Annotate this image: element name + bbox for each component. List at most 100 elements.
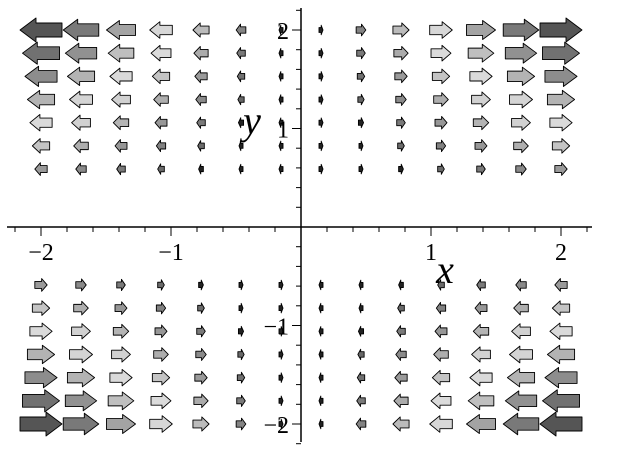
field-arrow	[514, 139, 529, 153]
field-arrow	[279, 396, 283, 406]
field-arrow	[510, 346, 533, 363]
field-arrow	[106, 20, 135, 39]
field-arrow	[359, 280, 363, 290]
field-arrow	[67, 368, 94, 386]
field-arrow	[199, 164, 204, 174]
field-arrow	[319, 164, 323, 174]
field-arrow	[356, 418, 366, 430]
field-arrow	[503, 19, 539, 41]
field-arrow	[466, 414, 495, 433]
field-arrow	[510, 91, 533, 108]
field-arrow	[117, 163, 126, 174]
field-arrow	[319, 72, 323, 82]
field-arrow	[110, 68, 132, 84]
field-arrow	[279, 350, 283, 360]
field-arrow	[431, 45, 451, 61]
field-arrow	[150, 416, 173, 433]
field-arrow	[156, 140, 165, 152]
field-arrow	[555, 279, 567, 292]
field-arrow	[550, 323, 572, 339]
field-arrow	[25, 66, 57, 86]
field-arrow	[72, 115, 91, 130]
field-arrow	[545, 66, 577, 86]
field-arrow	[236, 418, 246, 430]
field-arrow	[27, 345, 54, 363]
field-arrow	[155, 325, 167, 338]
x-tick-label: 2	[555, 240, 567, 266]
field-arrow	[319, 419, 323, 429]
field-arrow	[357, 48, 366, 59]
field-arrow	[514, 301, 529, 315]
field-arrow	[35, 163, 47, 176]
field-arrow	[197, 326, 206, 337]
field-arrow	[396, 348, 406, 360]
field-arrow	[394, 394, 408, 407]
field-arrow	[279, 72, 283, 82]
field-arrow	[25, 368, 57, 388]
field-arrow	[63, 413, 99, 435]
field-arrow	[115, 140, 127, 153]
field-arrow	[358, 118, 363, 128]
field-arrow	[70, 91, 93, 108]
field-arrow	[198, 303, 205, 314]
field-arrow	[357, 395, 366, 406]
field-arrow	[356, 24, 366, 36]
field-arrow	[154, 93, 169, 107]
field-arrow	[319, 25, 323, 35]
field-arrow	[22, 390, 59, 412]
field-arrow	[279, 280, 283, 290]
field-arrow	[470, 369, 492, 385]
field-arrow	[193, 23, 209, 37]
field-arrow	[155, 116, 167, 129]
field-arrow	[468, 44, 494, 62]
field-arrow	[434, 93, 449, 107]
field-arrow	[359, 164, 363, 174]
field-arrow	[432, 69, 449, 84]
field-arrow	[72, 324, 91, 339]
field-arrow	[540, 18, 582, 42]
field-arrow	[319, 280, 323, 290]
field-arrow	[76, 163, 86, 175]
field-arrow	[475, 302, 487, 315]
field-arrow	[110, 369, 132, 385]
field-arrow	[154, 348, 169, 362]
field-arrow	[158, 164, 165, 175]
field-arrow	[196, 94, 206, 106]
y-tick-label: −1	[263, 315, 289, 341]
field-arrow	[22, 42, 59, 64]
field-arrow	[158, 280, 165, 291]
field-arrow	[430, 22, 453, 39]
field-arrow	[113, 116, 128, 130]
field-arrow	[193, 417, 209, 431]
field-arrow	[547, 90, 574, 108]
field-arrow	[112, 92, 131, 107]
field-arrow	[20, 412, 62, 436]
field-arrow	[238, 326, 243, 336]
field-arrow	[359, 141, 363, 151]
field-arrow	[397, 117, 406, 128]
field-arrow	[435, 116, 447, 129]
field-arrow	[150, 22, 173, 39]
field-arrow	[32, 139, 49, 154]
field-arrow	[398, 141, 405, 152]
y-tick-label: 1	[277, 118, 289, 144]
field-arrow	[117, 279, 126, 290]
field-arrow	[108, 392, 134, 410]
field-arrow	[32, 301, 49, 316]
field-arrow	[198, 141, 205, 152]
field-arrow	[475, 140, 487, 153]
field-arrow	[503, 413, 539, 435]
field-arrow	[555, 163, 567, 176]
field-arrow	[35, 279, 47, 292]
field-arrow	[398, 303, 405, 314]
field-arrow	[359, 303, 363, 313]
field-arrow	[512, 115, 531, 130]
field-arrow	[197, 117, 206, 128]
field-arrow	[430, 416, 453, 433]
field-arrow	[547, 345, 574, 363]
field-arrow	[395, 70, 407, 83]
field-arrow	[393, 417, 409, 431]
field-arrow	[507, 368, 534, 386]
field-arrow	[357, 372, 364, 383]
